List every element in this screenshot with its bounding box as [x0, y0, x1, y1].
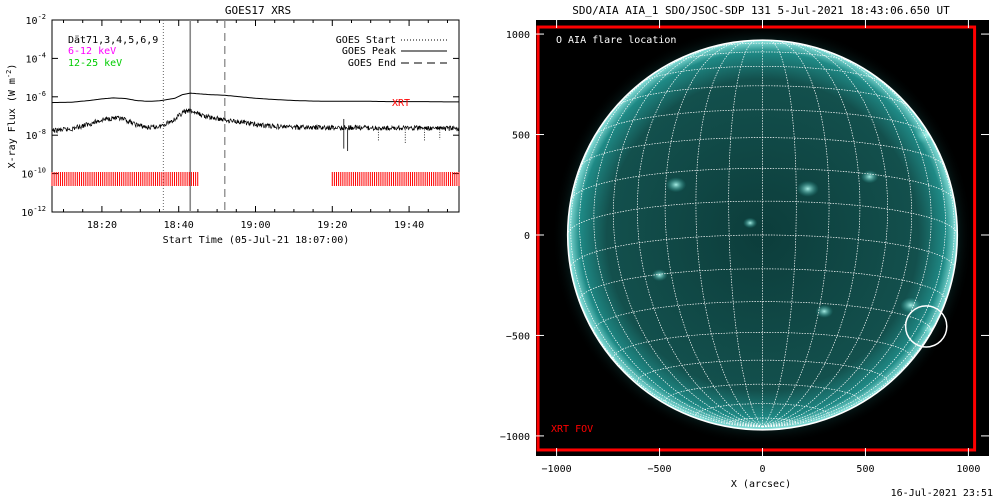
goes-series-line-low [51, 92, 459, 104]
grid-longitude-line [664, 40, 763, 428]
aia-y-tick-label: 1000 [506, 30, 530, 41]
goes-event-lines [162, 20, 226, 212]
grid-longitude-line [762, 42, 889, 428]
xrt-fov-box [536, 25, 977, 452]
active-region-patch [860, 170, 879, 184]
goes-x-tick-label: 19:20 [317, 220, 347, 231]
goes-y-tick-label: 10-6 [26, 90, 46, 104]
goes-y-tick-label: 10-10 [21, 167, 46, 181]
legend-goes-start: GOES Start [336, 35, 396, 46]
goes-y-tick-label: 10-12 [21, 205, 46, 219]
grid-latitude-line [636, 359, 889, 382]
grid-longitude-line [762, 40, 861, 428]
legend-goes-end: GOES End [348, 58, 396, 69]
aia-y-tick-label: 0 [524, 231, 530, 242]
active-region-patch [796, 180, 819, 197]
aia-x-axis-label: X (arcsec) [731, 479, 791, 490]
goes-x-tick-label: 18:20 [87, 220, 117, 231]
grid-latitude-line [570, 168, 955, 201]
goes-y-label-exp: -2 [5, 70, 13, 78]
aia-y-tick-label: −1000 [500, 432, 530, 443]
grid-longitude-line [762, 102, 955, 428]
aia-title: SDO/AIA AIA_1 SDO/JSOC-SDP 131 5-Jul-202… [572, 4, 950, 17]
grid-longitude-line [762, 40, 797, 428]
grid-longitude-line [593, 49, 763, 428]
grid-longitude-line [762, 49, 932, 428]
goes-y-tick-label: 10-2 [26, 13, 46, 27]
xrt-label: XRT [392, 98, 410, 109]
goes-y-label-close: ) [7, 64, 18, 70]
legend-low-channel: 6-12 keV [68, 46, 116, 57]
active-region-patch [815, 304, 834, 318]
aia-x-tick-label: 0 [759, 464, 765, 475]
goes-x-tick-label: 19:40 [394, 220, 424, 231]
goes-y-tick-label: 10-4 [26, 51, 46, 65]
grid-longitude-line [579, 62, 763, 428]
legend-high-channel: 12-25 keV [68, 58, 122, 69]
aia-legend-flare: O AIA flare location [556, 35, 676, 46]
grid-longitude-line [762, 40, 830, 428]
aia-x-tick-label: −500 [647, 464, 671, 475]
goes-x-tick-label: 19:00 [240, 220, 270, 231]
goes-panel: GOES17 XRS 10-2 10-4 10-6 10-8 10-10 10-12 18:… [5, 4, 460, 246]
active-region-patch [743, 217, 758, 229]
grid-longitude-line [762, 62, 946, 428]
aia-y-tick-label: 500 [512, 131, 530, 142]
goes-series [51, 92, 460, 152]
goes-title: GOES17 XRS [225, 4, 291, 17]
grid-longitude-line [695, 40, 763, 428]
goes-axis-ticks: 10-2 10-4 10-6 10-8 10-10 10-12 18:20 18:40 19:0… [21, 13, 459, 231]
goes-series-line-high [51, 108, 460, 134]
grid-longitude-line [612, 45, 763, 428]
active-region-patch [665, 177, 687, 193]
solar-limb [566, 39, 959, 431]
grid-longitude-line [636, 42, 763, 428]
aia-x-tick-label: 500 [856, 464, 874, 475]
goes-y-label-base: X-ray Flux (W m [7, 78, 18, 168]
aia-y-tick-label: −500 [506, 331, 530, 342]
goes-x-tick-label: 18:40 [164, 220, 194, 231]
legend-goes-peak: GOES Peak [342, 46, 396, 57]
grid-longitude-line [762, 45, 913, 428]
footer-timestamp: 16-Jul-2021 23:51 [891, 488, 993, 499]
aia-x-tick-label: −1000 [542, 464, 572, 475]
flare-location-marker [904, 305, 948, 348]
aia-panel: SDO/AIA AIA_1 SDO/JSOC-SDP 131 5-Jul-202… [500, 4, 989, 490]
aia-axis-ticks: −1000 −500 0 500 1000 1000 500 0 −500 −1000 [500, 20, 989, 475]
xrt-coverage [51, 172, 460, 186]
goes-y-axis-label: X-ray Flux (W m-2) [5, 64, 18, 169]
aia-x-tick-label: 1000 [956, 464, 980, 475]
active-region-patch [651, 269, 668, 282]
grid-longitude-line [762, 234, 958, 428]
goes-x-axis-label: Start Time (05-Jul-21 18:07:00) [163, 235, 350, 246]
heliographic-grid [567, 40, 958, 428]
goes-y-tick-label: 10-8 [26, 128, 46, 142]
channels-label: Dät71,3,4,5,6,9 [68, 35, 158, 46]
grid-longitude-line [570, 102, 763, 428]
grid-longitude-line [728, 40, 763, 428]
grid-longitude-line [567, 234, 763, 428]
xrt-fov-label: XRT FOV [551, 424, 593, 435]
